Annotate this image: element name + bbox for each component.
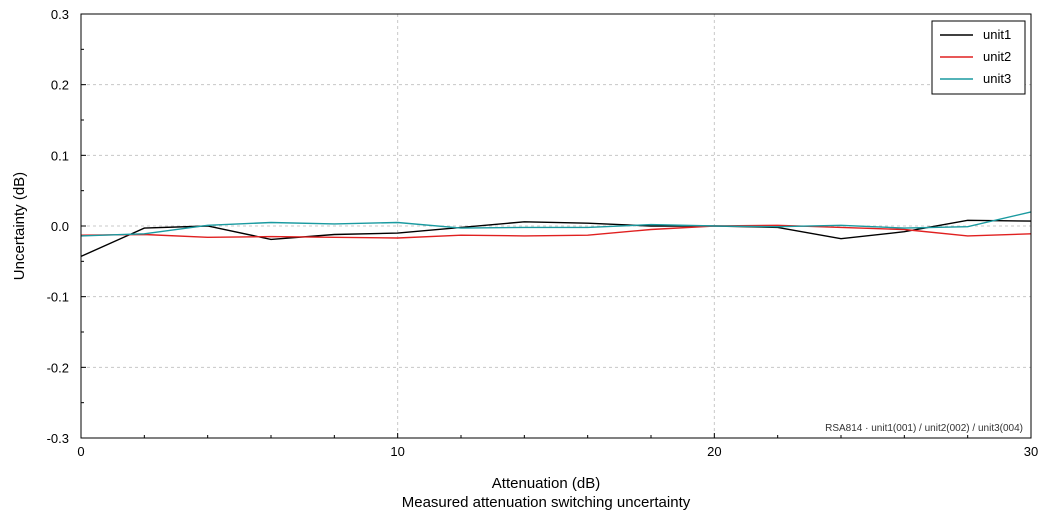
y-axis-label: Uncertainty (dB) <box>11 172 28 280</box>
chart-annotation: RSA814 · unit1(001) / unit2(002) / unit3… <box>825 423 1023 434</box>
axis-ticks: 0 10 20 30 0.3 0.2 0.1 0.0 -0.1 -0.2 -0.3 <box>47 7 1039 459</box>
series-line-unit1 <box>80 219 1032 258</box>
series-line-unit3 <box>80 211 1032 237</box>
y-tick-label: -0.3 <box>47 431 69 446</box>
legend-label-unit3: unit3 <box>983 71 1011 86</box>
x-axis-label: Attenuation (dB) <box>492 475 600 492</box>
y-tick-label: -0.2 <box>47 360 69 375</box>
x-tick-label: 0 <box>77 444 84 459</box>
y-tick-label: 0.2 <box>51 78 69 93</box>
y-tick-label: -0.1 <box>47 290 69 305</box>
y-tick-label: 0.0 <box>51 219 69 234</box>
x-tick-label: 20 <box>707 444 721 459</box>
y-tick-label: 0.1 <box>51 148 69 163</box>
x-tick-label: 10 <box>390 444 404 459</box>
series-lines <box>80 211 1032 258</box>
legend-label-unit2: unit2 <box>983 49 1011 64</box>
x-tick-label: 30 <box>1024 444 1038 459</box>
legend-label-unit1: unit1 <box>983 27 1011 42</box>
grid <box>81 14 1031 438</box>
y-tick-label: 0.3 <box>51 7 69 22</box>
series-line-unit2 <box>80 224 1032 239</box>
chart-title: Measured attenuation switching uncertain… <box>402 494 691 511</box>
legend: unit1 unit2 unit3 <box>931 20 1026 95</box>
